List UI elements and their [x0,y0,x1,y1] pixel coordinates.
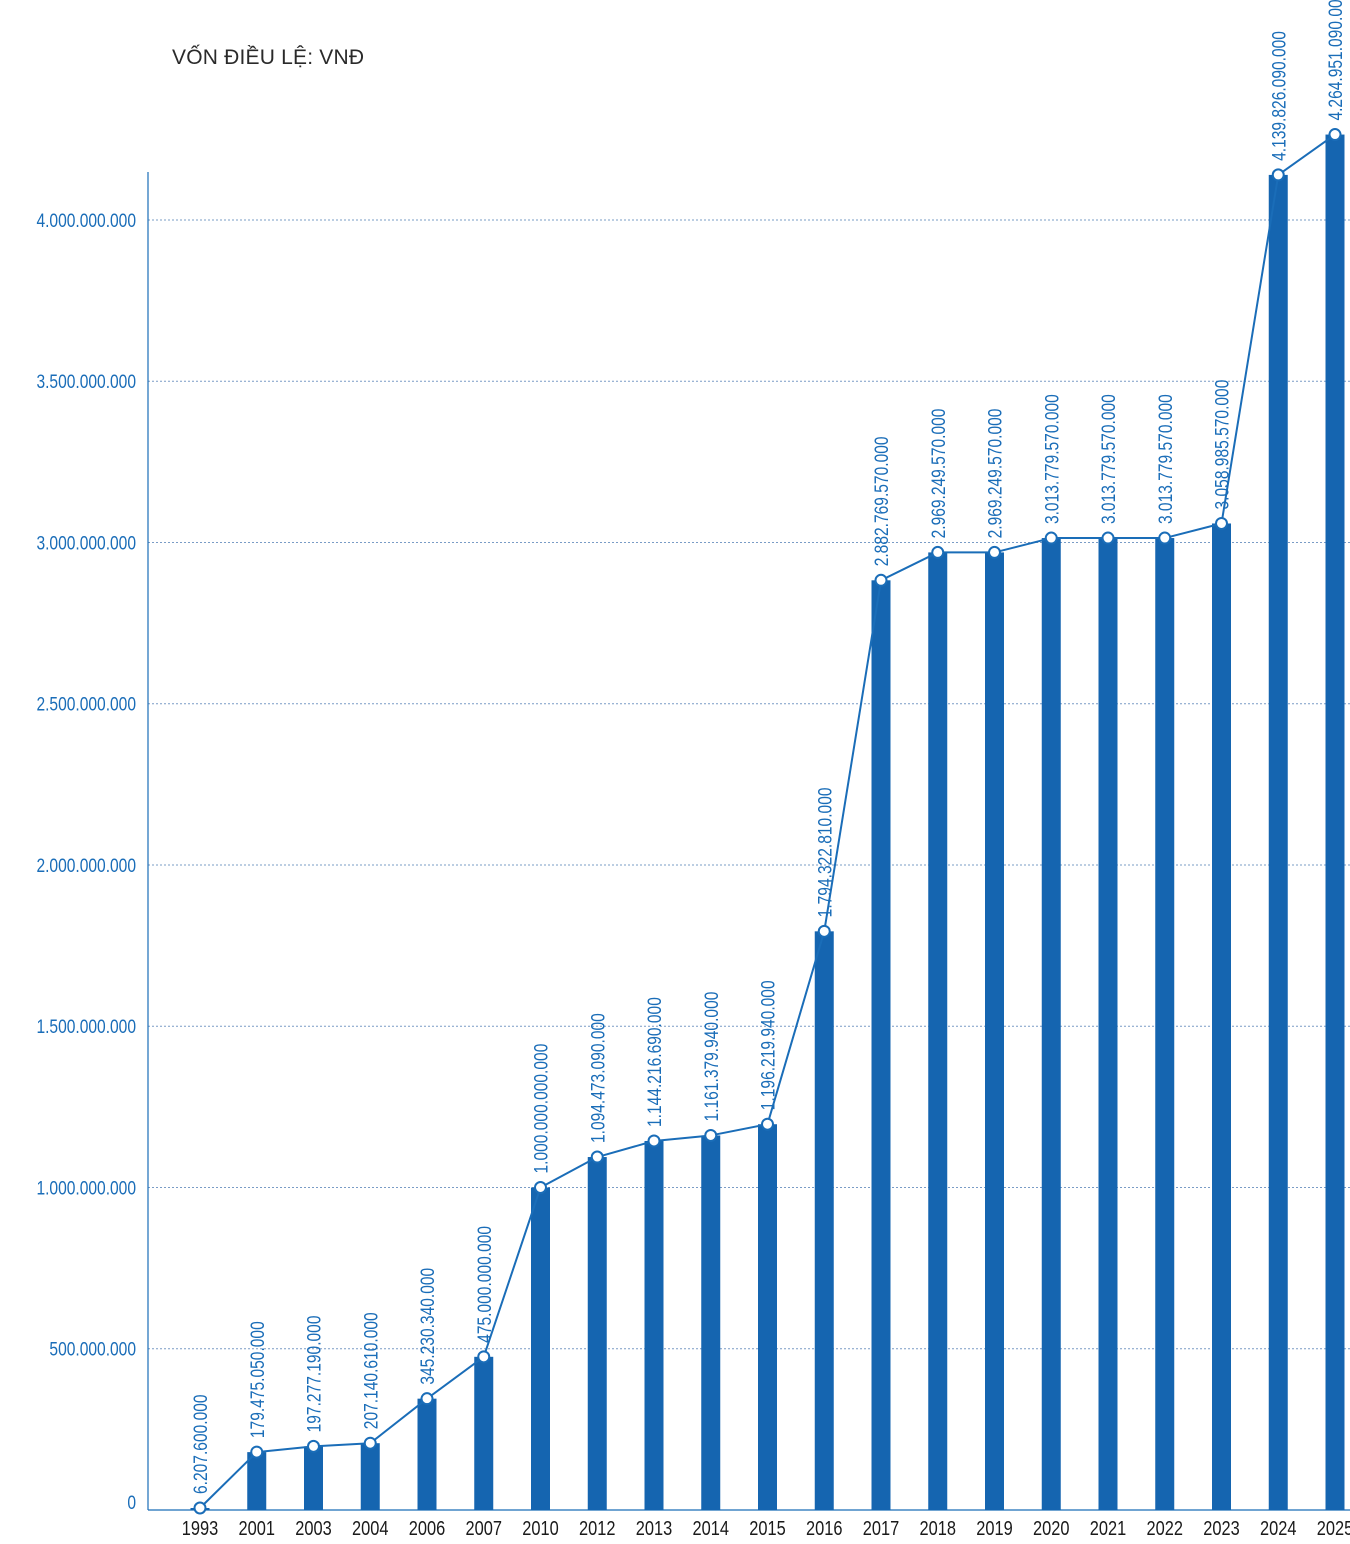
x-tick-label: 2004 [352,1516,388,1539]
data-point [534,1181,547,1194]
x-tick-label: 2024 [1260,1516,1296,1539]
data-label: 1.794.322.810.000 [814,787,836,917]
data-point [363,1436,377,1450]
data-label: 4.264.951.090.000 [1325,0,1347,121]
x-tick-label: 2022 [1147,1516,1183,1539]
data-label: 345.230.340.000 [417,1268,439,1385]
data-point [761,1117,774,1131]
x-tick-label: 2016 [806,1516,842,1539]
bar [247,1452,267,1510]
y-tick-label: 2.500.000.000 [36,693,136,715]
y-tick-label: 1.500.000.000 [36,1016,136,1038]
data-point [1328,128,1342,142]
bar [531,1187,550,1510]
x-tick-label: 2023 [1203,1516,1239,1539]
y-tick-label: 2.000.000.000 [36,855,136,877]
x-tick-label: 2020 [1033,1516,1069,1539]
data-label: 475.000.000.000 [473,1226,495,1343]
bar [474,1356,494,1510]
data-point [307,1439,320,1453]
data-point [1215,516,1228,530]
bar [417,1398,437,1510]
bar [928,552,948,1510]
y-tick-label: 1.000.000.000 [36,1177,136,1199]
x-tick-label: 2025 [1317,1516,1350,1539]
data-label: 1.000.000.000.000 [530,1044,552,1174]
data-label: 207.140.610.000 [360,1312,382,1429]
x-tick-label: 2001 [239,1516,275,1539]
data-point [931,545,945,559]
x-tick-label: 2012 [579,1516,615,1539]
x-tick-label: 2007 [466,1516,502,1539]
bar [587,1157,607,1510]
bar [644,1140,664,1510]
data-point [1271,168,1285,182]
data-point [1158,531,1172,545]
data-label: 179.475.050.000 [246,1321,268,1438]
data-point [420,1392,434,1406]
y-tick-label: 0 [127,1492,136,1514]
data-point [1044,531,1058,545]
bar [304,1446,323,1510]
data-label: 197.277.190.000 [303,1316,325,1433]
data-point [193,1501,207,1515]
data-label: 1.094.473.090.000 [587,1013,609,1143]
y-tick-label: 4.000.000.000 [36,210,136,232]
data-label: 3.013.779.570.000 [1154,394,1176,524]
bar [985,552,1004,1510]
x-tick-label: 2015 [749,1516,785,1539]
x-tick-label: 2010 [522,1516,558,1539]
x-tick-label: 2019 [976,1516,1012,1539]
x-tick-label: 2017 [863,1516,899,1539]
bar [1041,538,1061,1510]
y-tick-label: 3.500.000.000 [36,371,136,393]
x-tick-label: 2013 [636,1516,672,1539]
data-label: 3.013.779.570.000 [1098,394,1120,524]
x-tick-label: 2018 [920,1516,956,1539]
data-point [647,1134,661,1148]
data-label: 1.196.219.940.000 [757,980,779,1110]
x-tick-label: 2006 [409,1516,445,1539]
data-label: 2.969.249.570.000 [984,409,1006,539]
bar [814,931,834,1510]
bar [871,580,891,1510]
data-point [874,573,888,587]
data-label: 2.882.769.570.000 [871,436,893,566]
bar [360,1443,380,1510]
data-point [704,1128,718,1142]
data-label: 3.013.779.570.000 [1041,394,1063,524]
bar [1212,523,1231,1510]
data-point [817,924,831,938]
x-tick-label: 2014 [693,1516,729,1539]
bar [1098,538,1118,1510]
data-label: 2.969.249.570.000 [927,409,949,539]
x-tick-label: 2021 [1090,1516,1126,1539]
data-label: 1.161.379.940.000 [700,992,722,1122]
x-tick-label: 2003 [295,1516,331,1539]
data-label: 3.058.985.570.000 [1211,380,1233,510]
chart-title: VỐN ĐIỀU LỆ: VNĐ [172,46,365,69]
data-point [477,1350,491,1364]
y-tick-label: 3.000.000.000 [36,532,136,554]
bar [758,1124,777,1510]
data-label: 6.207.600.000 [190,1394,212,1494]
data-point [988,545,1001,559]
x-tick-label: 1993 [182,1516,218,1539]
bar [1325,134,1345,1511]
y-tick-label: 500.000.000 [49,1338,136,1360]
data-point [250,1445,264,1459]
bar [701,1135,721,1510]
data-point [1101,531,1115,545]
data-label: 1.144.216.690.000 [644,997,666,1127]
data-point [590,1150,604,1164]
bar [1268,174,1288,1510]
data-label: 4.139.826.090.000 [1268,31,1290,161]
bar [1155,538,1175,1510]
